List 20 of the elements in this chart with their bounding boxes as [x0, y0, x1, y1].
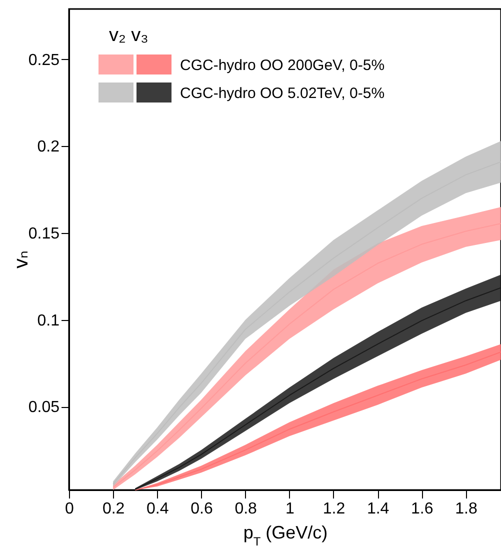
x-tick-label: 0.4 [146, 500, 169, 518]
y-tick-label: 0.05 [28, 399, 60, 416]
x-tick-label: 1 [285, 500, 294, 518]
x-tick-label: 0.2 [102, 500, 125, 518]
y-tick-label: 0.1 [37, 312, 60, 330]
x-tick-label: 0.8 [234, 500, 258, 518]
legend-label: CGC-hydro OO 5.02TeV, 0-5% [180, 85, 385, 102]
legend-title: v₂ v₃ [109, 25, 148, 46]
y-axis-title: vₙ [10, 250, 32, 268]
x-axis-title: p$_{T}$ (GeV/c) [243, 522, 328, 548]
y-tick-label: 0.2 [37, 138, 60, 156]
y-tick-label: 0.25 [28, 52, 60, 69]
y-tick-label: 0.15 [28, 226, 60, 243]
x-tick-label: 1.6 [411, 500, 434, 518]
x-tick-label: 1.4 [366, 500, 390, 518]
x-tick-label: 1.2 [322, 500, 346, 518]
x-tick-label: 0.6 [190, 500, 213, 518]
legend-label: CGC-hydro OO 200GeV, 0-5% [180, 57, 385, 74]
x-tick-label: 0 [65, 500, 74, 518]
x-tick-label: 1.8 [455, 500, 478, 518]
